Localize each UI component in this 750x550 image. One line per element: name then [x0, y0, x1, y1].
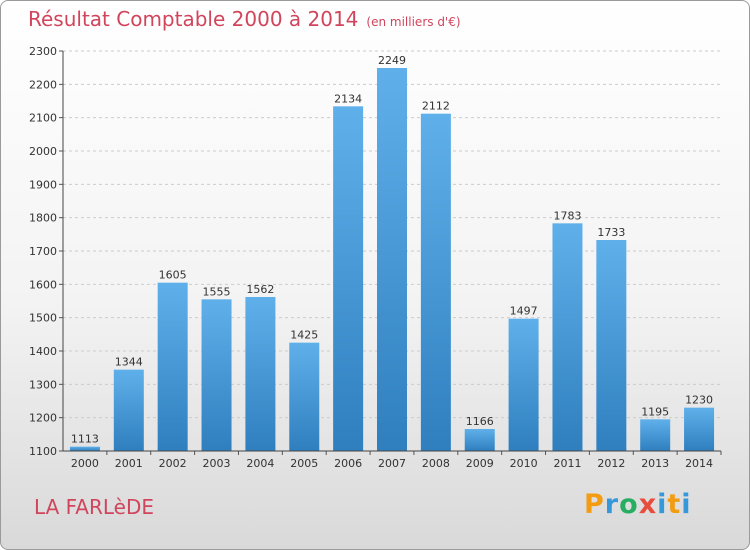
brand-letter: r: [604, 489, 620, 520]
bar-2011: [552, 223, 583, 451]
x-tick-label: 2010: [510, 457, 538, 470]
bar-2004: [245, 297, 276, 451]
x-tick-label: 2011: [553, 457, 581, 470]
y-tick-label: 1200: [29, 412, 57, 425]
y-tick-label: 1300: [29, 378, 57, 391]
x-tick-label: 2012: [597, 457, 625, 470]
y-axis: 1100 1200 1300 1400 1500 1600 1700 1800 1900 2000…: [29, 45, 64, 458]
x-tick-label: 2006: [334, 457, 362, 470]
y-tick-label: 1500: [29, 312, 57, 325]
x-tick-label: 2008: [422, 457, 450, 470]
y-tick-label: 2200: [29, 78, 57, 91]
bar-2014: [684, 407, 715, 451]
bar-2012: [596, 240, 627, 451]
x-tick-label: 2014: [685, 457, 713, 470]
bar-2009: [464, 429, 495, 451]
brand-letter: x: [638, 489, 658, 520]
bar-value-label: 1195: [641, 405, 669, 418]
y-tick-label: 1800: [29, 212, 57, 225]
bar-2005: [289, 342, 320, 451]
bar-value-label: 1113: [71, 433, 99, 446]
bar-value-label: 1425: [290, 329, 318, 342]
x-tick-label: 2002: [159, 457, 187, 470]
brand-letter: o: [619, 489, 639, 520]
bar-value-label: 2134: [334, 92, 362, 105]
bar-2013: [640, 419, 671, 451]
x-tick-label: 2000: [71, 457, 99, 470]
bar-value-label: 2112: [422, 100, 450, 113]
bar-2007: [377, 68, 407, 451]
commune-name: LA FARLèDE: [34, 495, 155, 519]
bar-2006: [333, 106, 364, 451]
x-tick-label: 2001: [115, 457, 143, 470]
bar-2003: [201, 299, 232, 451]
x-tick-label: 2003: [203, 457, 231, 470]
bar-2000: [69, 446, 100, 451]
bar-value-label: 2249: [378, 54, 406, 67]
bar-value-label: 1783: [553, 209, 581, 222]
title-text: Résultat Comptable 2000 à 2014: [28, 7, 359, 31]
brand-logo: Proxiti: [584, 489, 692, 520]
y-tick-label: 1100: [29, 445, 57, 458]
bar-value-label: 1166: [466, 415, 494, 428]
bar-value-label: 1733: [597, 226, 625, 239]
brand-letter: t: [667, 489, 682, 520]
bar-2002: [157, 282, 188, 451]
bar-value-label: 1555: [203, 285, 231, 298]
bar-value-label: 1344: [115, 356, 143, 369]
bar-value-label: 1230: [685, 394, 713, 407]
bar-2010: [508, 318, 539, 451]
x-tick-label: 2005: [290, 457, 318, 470]
brand-letter: P: [584, 489, 605, 520]
brand-letter: i: [681, 489, 692, 520]
y-tick-label: 1600: [29, 278, 57, 291]
x-tick-label: 2009: [466, 457, 494, 470]
x-tick-label: 2007: [378, 457, 406, 470]
y-tick-label: 2100: [29, 112, 57, 125]
bar-2001: [113, 369, 144, 451]
bar-value-label: 1605: [159, 269, 187, 282]
x-tick-label: 2013: [641, 457, 669, 470]
x-tick-label: 2004: [246, 457, 274, 470]
y-tick-label: 2000: [29, 145, 57, 158]
x-axis: 2000 2001 2002 2003 2004 2005 2006 2007 2008 2009…: [63, 450, 722, 470]
y-tick-label: 1700: [29, 245, 57, 258]
brand-letter: i: [657, 489, 668, 520]
y-tick-label: 1900: [29, 178, 57, 191]
bar-2008: [420, 113, 451, 452]
y-tick-label: 1400: [29, 345, 57, 358]
bar-value-label: 1497: [510, 305, 538, 318]
bars: 1113 1344 1605 1555 1562 1425 2134 2249 2112 1166…: [69, 54, 715, 452]
bar-value-label: 1562: [246, 283, 274, 296]
y-tick-label: 2300: [29, 45, 57, 58]
chart-subtitle: (en milliers d'€): [366, 15, 461, 29]
chart-title: Résultat Comptable 2000 à 2014 (en millie…: [28, 7, 461, 31]
